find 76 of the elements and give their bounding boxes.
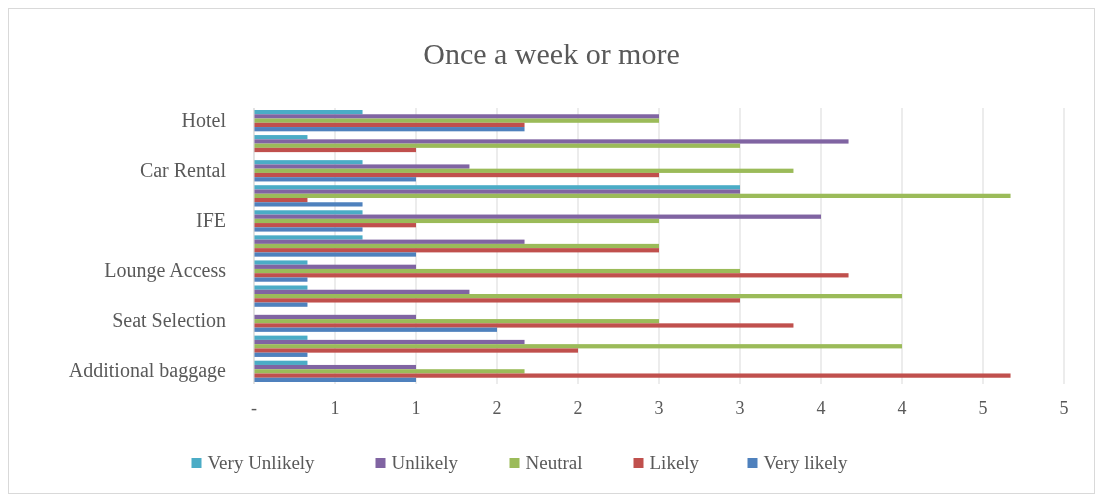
bar: [254, 202, 363, 207]
x-tick-label: 4: [816, 398, 826, 418]
bar: [254, 127, 525, 132]
legend-label: Very likely: [763, 452, 848, 473]
bar: [254, 139, 849, 144]
bar: [254, 377, 416, 382]
bar: [254, 248, 659, 253]
bar: [254, 210, 363, 215]
bar: [254, 198, 308, 203]
x-tick-label: 5: [978, 398, 988, 418]
bar: [254, 160, 363, 165]
bar: [254, 193, 1011, 198]
bar: [254, 373, 1011, 378]
legend-label: Very Unlikely: [207, 452, 316, 473]
bar: [254, 185, 740, 190]
x-tick-label: 5: [1059, 398, 1069, 418]
bar: [254, 314, 416, 320]
bar: [254, 319, 659, 324]
x-tick-label: 1: [330, 398, 340, 418]
bar: [254, 122, 525, 128]
legend-label: Likely: [649, 452, 700, 473]
y-tick-label: Seat Selection: [112, 309, 226, 332]
bar: [254, 189, 740, 194]
y-tick-label: Lounge Access: [104, 259, 227, 283]
x-tick-label: 4: [897, 398, 907, 418]
y-tick-label: Car Rental: [139, 158, 227, 181]
bar: [254, 264, 416, 269]
legend-label: Unlikely: [391, 452, 459, 473]
bar: [254, 369, 525, 374]
bar: [254, 335, 308, 340]
bar: [254, 214, 821, 219]
bar: [254, 223, 416, 228]
chart-title: Once a week or more: [423, 37, 680, 70]
bar: [254, 164, 470, 169]
bar: [254, 168, 794, 173]
bar: [254, 339, 525, 345]
y-tick-label: IFE: [196, 208, 226, 231]
bar: [254, 252, 416, 257]
bar: [254, 143, 740, 148]
bar: [254, 360, 308, 365]
bar: [254, 243, 659, 249]
bar: [254, 348, 578, 353]
bar: [254, 344, 902, 349]
bar: [254, 177, 416, 182]
bar: [254, 227, 363, 232]
x-tick-label: 1: [411, 398, 421, 418]
bar: [254, 352, 308, 357]
y-tick-label: Hotel: [181, 108, 227, 131]
bar: [254, 218, 659, 224]
bar: [254, 273, 849, 278]
bar: [254, 118, 659, 123]
bar: [254, 135, 308, 140]
y-tick-label: Additional baggage: [68, 359, 227, 383]
bar: [254, 364, 416, 370]
bar: [254, 294, 902, 299]
bar: [254, 147, 416, 153]
bar: [254, 302, 308, 307]
bar: [254, 298, 740, 303]
bar: [254, 277, 308, 282]
bar: [254, 239, 525, 244]
bar: [254, 114, 659, 119]
legend-label: Neutral: [525, 452, 583, 473]
bar: [254, 260, 308, 265]
x-tick-label: 3: [654, 398, 664, 418]
bar: [254, 172, 659, 178]
bar: [254, 289, 470, 295]
bar: [254, 268, 740, 274]
bar: [254, 323, 794, 328]
bar: [254, 235, 363, 240]
x-tick-label: 3: [735, 398, 745, 418]
x-tick-label: -: [251, 398, 257, 418]
bar: [254, 285, 308, 290]
x-tick-label: 2: [492, 398, 502, 418]
bar: [254, 110, 363, 115]
bar: [254, 327, 497, 332]
x-tick-label: 2: [573, 398, 583, 418]
